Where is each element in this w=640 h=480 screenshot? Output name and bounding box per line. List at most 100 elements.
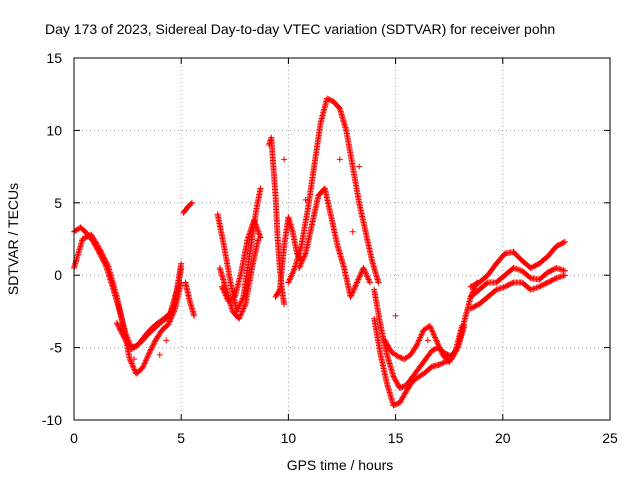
data-point [433, 337, 440, 344]
data-point [355, 275, 362, 282]
data-point [432, 334, 439, 341]
data-point [392, 312, 399, 319]
data-point [451, 350, 458, 357]
data-point [301, 253, 308, 260]
data-point [166, 311, 173, 318]
data-point [396, 385, 403, 392]
data-point [140, 361, 147, 368]
data-point [383, 339, 390, 346]
data-point [552, 275, 559, 282]
data-point [398, 397, 405, 404]
x-axis-label: GPS time / hours [287, 457, 394, 473]
data-point [223, 293, 230, 300]
data-point [297, 262, 304, 269]
data-point [171, 302, 178, 309]
data-point [146, 349, 153, 356]
data-point [357, 272, 364, 279]
data-point [397, 354, 404, 361]
data-point [365, 276, 372, 283]
data-point [449, 352, 456, 359]
x-tick-label: 20 [495, 430, 511, 446]
data-point [256, 233, 263, 240]
data-point [366, 277, 373, 284]
data-point [426, 322, 433, 329]
data-point [413, 342, 420, 349]
data-point [394, 379, 401, 386]
data-point [117, 326, 124, 333]
data-point [300, 254, 307, 261]
data-point [354, 279, 361, 286]
data-point [355, 276, 362, 283]
data-point [296, 264, 303, 271]
data-point [400, 383, 407, 390]
data-point [417, 334, 424, 341]
data-point [386, 345, 393, 352]
data-point [118, 329, 125, 336]
data-point [234, 306, 241, 313]
x-tick-label: 15 [388, 430, 404, 446]
data-point [401, 391, 408, 398]
data-point [253, 224, 260, 231]
data-point [222, 291, 229, 298]
data-point [156, 351, 163, 358]
data-point [220, 288, 227, 295]
x-tick-label: 25 [602, 430, 618, 446]
data-point [398, 384, 405, 391]
data-point [385, 343, 392, 350]
y-tick-label: 10 [46, 122, 62, 138]
data-point [509, 280, 516, 287]
data-point [238, 309, 245, 316]
data-point [357, 270, 364, 277]
data-point [221, 289, 228, 296]
data-point [147, 346, 154, 353]
data-point [131, 366, 138, 373]
data-point [98, 250, 105, 257]
data-point [254, 225, 261, 232]
data-point [103, 259, 110, 266]
data-point [240, 305, 247, 312]
data-point [384, 342, 391, 349]
data-point [399, 394, 406, 401]
data-point [101, 255, 108, 262]
data-point [222, 292, 229, 299]
data-point [117, 327, 124, 334]
data-point [393, 378, 400, 385]
y-tick-label: 5 [54, 195, 62, 211]
data-point [363, 270, 370, 277]
data-point [241, 304, 248, 311]
data-point [253, 222, 260, 229]
data-point [352, 283, 359, 290]
data-point [218, 283, 225, 290]
data-point [451, 348, 458, 355]
plot-frame [73, 57, 611, 421]
data-point [429, 328, 436, 335]
data-point [392, 377, 399, 384]
data-point [424, 337, 431, 344]
data-point [239, 295, 246, 302]
data-point [381, 337, 388, 344]
y-tick-label: 15 [46, 50, 62, 66]
data-point [436, 361, 443, 368]
data-point [119, 330, 126, 337]
data-point [170, 303, 177, 310]
data-point [115, 322, 122, 329]
data-point [363, 272, 370, 279]
data-point [165, 321, 172, 328]
data-point [352, 282, 359, 289]
data-point [147, 347, 154, 354]
grid-lines [74, 58, 610, 420]
data-point [299, 257, 306, 264]
data-point [100, 254, 107, 261]
data-point [99, 251, 106, 258]
data-point [100, 252, 107, 259]
data-point [139, 364, 146, 371]
data-point [127, 357, 134, 364]
data-point [399, 395, 406, 402]
data-point [390, 373, 397, 380]
data-point [124, 340, 131, 347]
data-point [347, 293, 354, 300]
data-point [417, 333, 424, 340]
data-point [356, 163, 363, 170]
data-point [167, 308, 174, 315]
data-point [298, 259, 305, 266]
